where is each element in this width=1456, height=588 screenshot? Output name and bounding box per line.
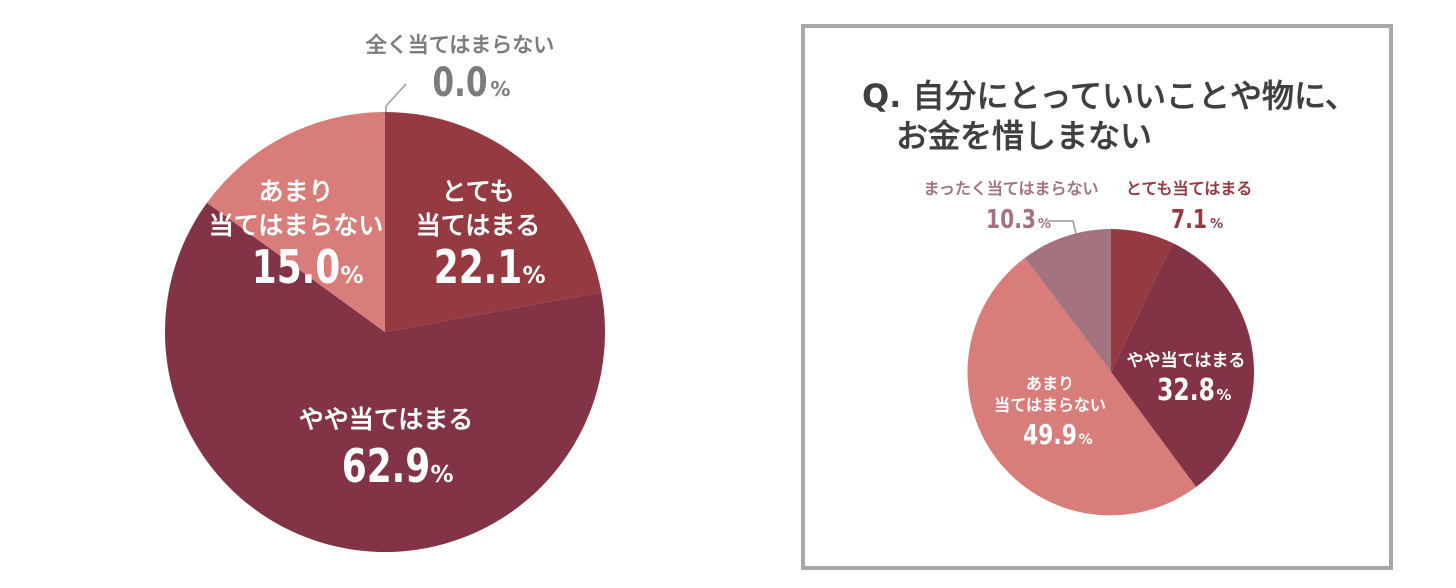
right-pie-slice-3 (967, 257, 1197, 516)
right-pie-slice-2 (1111, 242, 1255, 487)
right-pie-slice-4 (1024, 229, 1111, 372)
right-pie-value-label-3: 49.9 (1023, 418, 1077, 450)
right-pie-percent-sign-1: % (1210, 217, 1223, 232)
right-pie-percent-sign-3: % (1079, 432, 1093, 448)
left-pie-percent-sign-3: % (340, 263, 363, 289)
question-line-1: Q. 自分にとっていいことや物に、 (862, 77, 1357, 115)
left-pie-slice-2 (165, 202, 606, 553)
right-pie-slice-label-1: とても当てはまる (1126, 179, 1252, 198)
right-pie-value-label-2: 32.8 (1157, 373, 1215, 408)
left-pie-percent-sign-1: % (522, 263, 545, 289)
right-pie-percent-sign-2: % (1216, 386, 1231, 404)
right-pie-value-label-4: 10.3 (986, 205, 1036, 235)
right-pie-slice-1 (1111, 229, 1173, 372)
right-pie-slice-label-3: 当てはまらない (994, 396, 1106, 415)
left-pie-slice-label-3: 当てはまらない (209, 211, 384, 240)
right-pie-slice-label-2: やや当てはまる (1127, 350, 1246, 371)
right-pie-slice-label-4: まったく当てはまらない (923, 179, 1098, 198)
left-pie-slice-1 (385, 112, 602, 332)
right-pie-percent-sign-4: % (1038, 217, 1051, 232)
left-pie-value-label-1: 22.1 (434, 241, 523, 295)
right-pie-leader-line-4 (1047, 220, 1077, 235)
right-chart-frame (801, 24, 1393, 570)
left-pie-value-label-3: 15.0 (252, 241, 341, 295)
question-title: Q. 自分にとっていいことや物に、 お金を惜しまない (862, 76, 1382, 156)
left-pie-slice-label-3: あまり (258, 177, 333, 206)
right-pie-slice-label-3: あまり (1026, 374, 1074, 393)
question-line-2: お金を惜しまない (896, 117, 1153, 155)
left-pie-slice-label-4: 全く当てはまらない (365, 33, 555, 57)
left-pie-slice-label-1: とても (441, 177, 514, 206)
left-pie-percent-sign-2: % (430, 462, 453, 488)
left-pie-value-label-4: 0.0 (432, 60, 487, 106)
left-pie-leader-line-4 (385, 83, 407, 112)
left-pie-slice-label-1: 当てはまる (416, 211, 541, 240)
right-pie-value-label-1: 7.1 (1171, 205, 1207, 235)
left-pie-value-label-2: 62.9 (342, 440, 431, 494)
left-pie-percent-sign-4: % (490, 77, 510, 101)
left-pie-slice-3 (207, 112, 385, 332)
left-pie-slice-label-2: やや当てはまる (299, 405, 474, 434)
